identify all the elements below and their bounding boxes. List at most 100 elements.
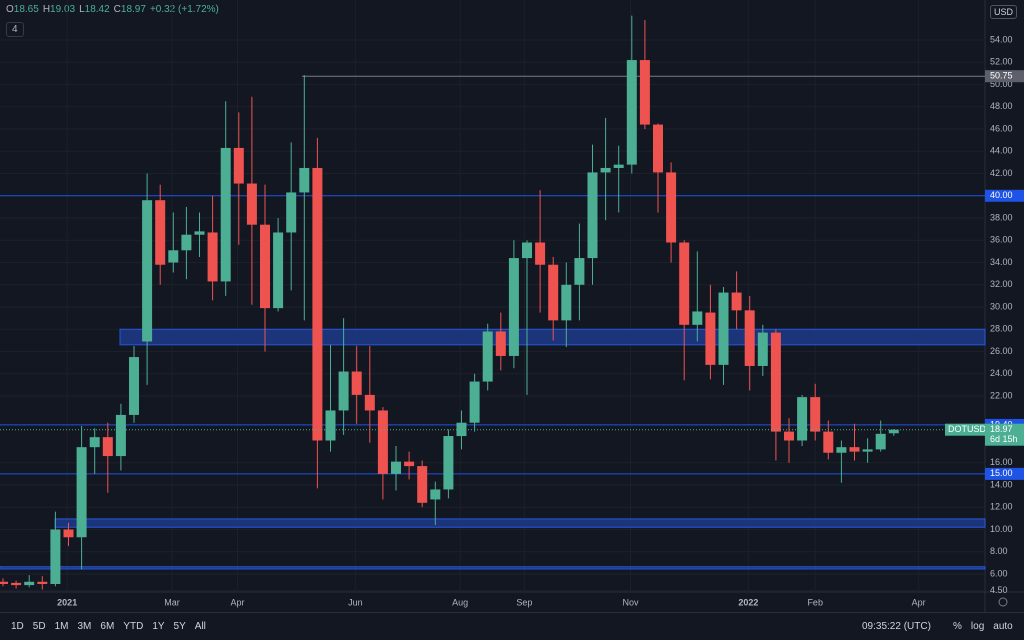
candle-body <box>574 258 585 285</box>
candle-body <box>0 581 8 584</box>
scale-toggles: % log auto <box>953 621 1013 632</box>
indicator-toggle[interactable]: 4 <box>6 22 24 37</box>
candle-body <box>89 437 100 448</box>
settings-icon[interactable] <box>998 597 1008 607</box>
range-button[interactable]: 6M <box>100 621 115 632</box>
x-tick-label: Sep <box>516 597 532 607</box>
y-tick-label: 54.00 <box>990 34 1013 44</box>
chart: 54.0052.0050.0048.0046.0044.0042.0038.00… <box>0 0 1024 612</box>
x-tick-label: Nov <box>622 597 639 607</box>
y-tick-label: 28.00 <box>990 324 1013 334</box>
y-tick-label: 36.00 <box>990 235 1013 245</box>
clock: 09:35:22 (UTC) <box>862 621 931 632</box>
support-zone <box>54 518 986 528</box>
range-button[interactable]: 5D <box>32 621 46 632</box>
candle-body <box>495 331 506 356</box>
ohlc-item: C18.97 <box>114 4 146 15</box>
candle-body <box>639 60 650 125</box>
candle-body <box>351 371 362 395</box>
range-button[interactable]: 1Y <box>152 621 165 632</box>
y-tick-label: 44.00 <box>990 146 1013 156</box>
y-tick-label: 12.00 <box>990 502 1013 512</box>
currency-button[interactable]: USD <box>990 5 1018 19</box>
candle-body <box>63 529 74 538</box>
candle-body <box>273 232 284 309</box>
candle-body <box>718 292 729 365</box>
candle-body <box>469 381 480 423</box>
candle-body <box>666 172 677 243</box>
range-button[interactable]: YTD <box>123 621 144 632</box>
y-tick-label: 4.50 <box>990 585 1008 595</box>
candle-body <box>233 147 244 184</box>
candle-body <box>430 489 441 500</box>
y-tick-label: 22.00 <box>990 390 1013 400</box>
y-tick-label: 34.00 <box>990 257 1013 267</box>
bottom-toolbar: 1D 5D 1M 3M 6M YTD 1Y 5Y All 09:35:22 (UTC) % log… <box>0 612 1024 640</box>
candle-body <box>836 447 847 453</box>
price-badge-label: 50.75 <box>990 71 1013 81</box>
candle-body <box>37 581 48 584</box>
candle-body <box>391 461 401 474</box>
candle-body <box>325 410 336 441</box>
candle-body <box>613 164 624 168</box>
candle-body <box>535 242 546 265</box>
candle-body <box>744 310 755 366</box>
range-button[interactable]: 1D <box>11 621 24 632</box>
candle-body <box>246 183 257 225</box>
candle-body <box>705 312 716 365</box>
ohlc-value: 18.42 <box>84 4 110 15</box>
y-tick-label: 46.00 <box>990 123 1013 133</box>
price-badge <box>985 189 1024 202</box>
candle-body <box>260 224 270 309</box>
candle-body <box>50 529 61 584</box>
y-tick-label: 48.00 <box>990 101 1013 111</box>
range-button[interactable]: 1M <box>54 621 69 632</box>
y-tick-label: 24.00 <box>990 368 1013 378</box>
candle-body <box>862 449 873 452</box>
ohlc-key: L <box>79 4 85 15</box>
range-buttons: 1D 5D 1M 3M 6M YTD 1Y 5Y All <box>11 621 206 632</box>
candle-body <box>220 147 231 282</box>
scale-toggle[interactable]: auto <box>993 621 1013 632</box>
candle-body <box>797 397 808 441</box>
ohlc-change: +0.32 (+1.72%) <box>149 4 219 15</box>
price-badge-label: 40.00 <box>990 190 1013 200</box>
candle-body <box>731 292 742 311</box>
countdown-label: 6d 15h <box>990 434 1018 444</box>
price-badge <box>985 467 1024 480</box>
candle-body <box>888 429 899 434</box>
candle-body <box>875 433 886 450</box>
ohlc-value: 19.03 <box>50 4 76 15</box>
x-tick-label: Aug <box>452 597 468 607</box>
ohlc-legend: O18.65 H19.03 L18.42 C18.97 +0.32 (+1.72%) <box>6 4 219 15</box>
candle-body <box>194 231 205 235</box>
x-tick-label: Mar <box>164 597 180 607</box>
candle-body <box>784 431 794 441</box>
candle-body <box>286 192 297 233</box>
x-tick-label: 2022 <box>738 597 758 607</box>
scale-toggle[interactable]: % <box>953 621 962 632</box>
y-tick-label: 26.00 <box>990 346 1013 356</box>
scale-toggle[interactable]: log <box>970 621 985 632</box>
y-tick-label: 8.00 <box>990 546 1008 556</box>
candle-body <box>142 200 153 342</box>
candle-body <box>417 466 428 503</box>
ohlc-key: H <box>42 4 51 15</box>
ohlc-value: 18.65 <box>13 4 39 15</box>
candle-body <box>849 447 860 452</box>
range-button[interactable]: 5Y <box>173 621 186 632</box>
range-button[interactable]: 3M <box>77 621 92 632</box>
candle-body <box>24 581 35 586</box>
candle-body <box>561 284 572 321</box>
y-tick-label: 6.00 <box>990 568 1008 578</box>
candle-body <box>522 242 532 259</box>
support-zone <box>119 328 986 346</box>
y-tick-label: 10.00 <box>990 524 1013 534</box>
last-price-label: 18.97 <box>990 424 1013 434</box>
range-button[interactable]: All <box>194 621 206 632</box>
symbol-label: DOTUSD <box>948 424 987 434</box>
y-tick-label: 14.00 <box>990 479 1013 489</box>
ohlc-value: 18.97 <box>120 4 146 15</box>
candle-body <box>377 410 388 474</box>
candle-body <box>76 447 87 538</box>
